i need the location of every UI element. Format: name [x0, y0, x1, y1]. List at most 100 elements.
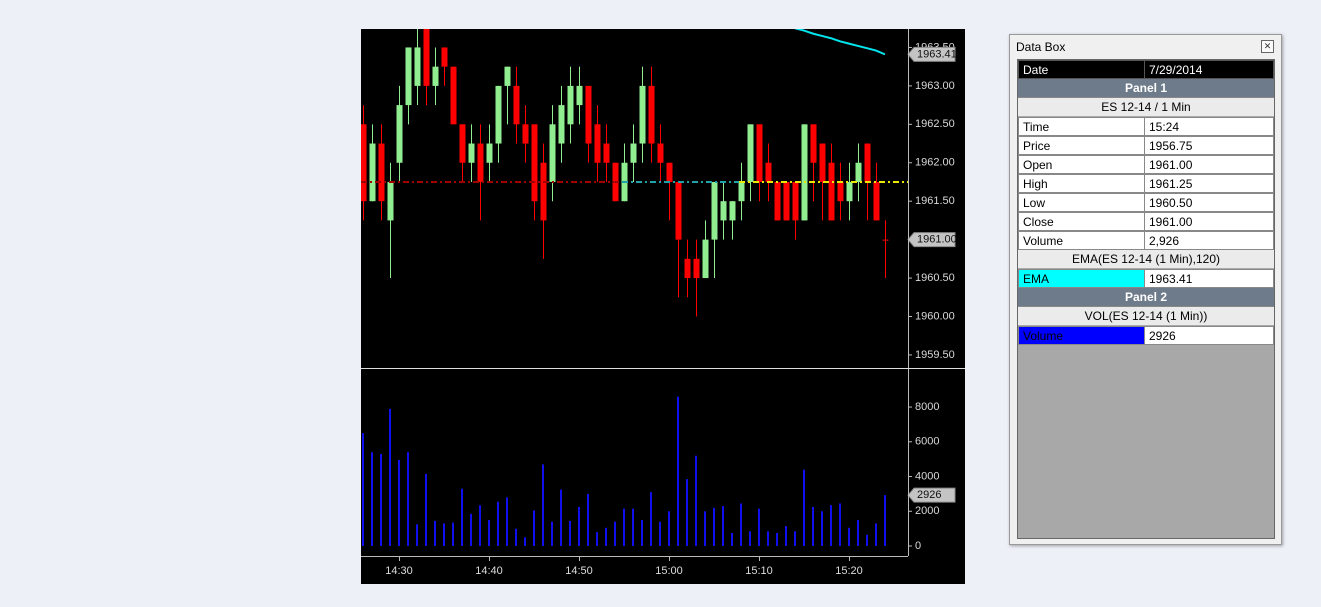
volume-bar [542, 464, 544, 547]
candle-body [648, 85, 655, 144]
field-name: Date [1018, 60, 1145, 79]
candle-body [747, 124, 754, 182]
panel-heading: Panel 2 [1018, 288, 1274, 307]
volume-bar [767, 531, 769, 547]
candle-body [567, 85, 574, 125]
panel-heading: Panel 1 [1018, 79, 1274, 98]
candle-body [657, 143, 664, 163]
candle-body [855, 162, 862, 182]
volume-bar [812, 506, 814, 547]
candle-body [423, 29, 430, 86]
x-tick-label: 15:10 [745, 565, 773, 577]
section-caption: ES 12-14 / 1 Min [1018, 98, 1274, 117]
candle-body [846, 181, 853, 202]
data-row: EMA 1963.41 [1018, 269, 1274, 288]
candle-body [459, 124, 466, 163]
volume-bar [704, 511, 706, 547]
volume-bar [587, 493, 589, 547]
candle-body [414, 47, 421, 86]
volume-bar [515, 528, 517, 547]
candle-body [819, 143, 826, 182]
volume-bar [875, 523, 877, 547]
volume-bar [596, 532, 598, 547]
field-name: High [1018, 174, 1145, 193]
volume-bar [677, 396, 679, 547]
volume-bar [650, 492, 652, 547]
candle-body [594, 124, 601, 163]
x-tick-label: 14:30 [385, 565, 413, 577]
field-name: EMA [1018, 269, 1145, 288]
data-row: Low 1960.50 [1018, 193, 1274, 212]
candle-body [756, 124, 763, 182]
field-name: Price [1018, 136, 1145, 155]
chart: 1959.50 1960.00 1960.50 1961.00 1961.50 1962.… [361, 29, 965, 584]
volume-bar [794, 531, 796, 547]
price-marker [907, 487, 956, 503]
candle-body [675, 181, 682, 240]
volume-bar [560, 489, 562, 547]
volume-bar [470, 513, 472, 547]
volume-bar [398, 460, 400, 547]
volume-bar [830, 505, 832, 547]
candle-body [666, 162, 673, 182]
data-row: Open 1961.00 [1018, 155, 1274, 174]
volume-bar [866, 534, 868, 547]
field-name: Volume [1018, 231, 1145, 250]
candle-body [765, 162, 772, 182]
volume-bar [695, 455, 697, 547]
volume-bar [713, 507, 715, 547]
volume-bar [659, 521, 661, 547]
candle-body [702, 239, 709, 279]
window-title: Data Box [1016, 40, 1066, 54]
data-row: Price 1956.75 [1018, 136, 1274, 155]
candle-body [720, 201, 727, 221]
volume-bar [443, 523, 445, 547]
volume-bar [803, 469, 805, 547]
candle-body [837, 181, 844, 202]
candle-body [531, 124, 538, 202]
y-tick-label: 1959.50 [915, 349, 955, 361]
candle-body [783, 181, 790, 221]
data-row: Close 1961.00 [1018, 212, 1274, 231]
volume-bar [839, 503, 841, 547]
candle-body [441, 47, 448, 67]
volume-bar [407, 452, 409, 547]
volume-bar [821, 511, 823, 547]
volume-bar [452, 522, 454, 547]
field-name: Close [1018, 212, 1145, 231]
volume-bar [722, 506, 724, 547]
candle-body [630, 143, 637, 163]
y-tick-label: 1962.00 [915, 157, 955, 169]
field-name: Volume [1018, 326, 1145, 345]
candle-body [585, 85, 592, 144]
data-grid: Date 7/29/2014 Panel 1 ES 12-14 / 1 Min Time… [1017, 59, 1275, 539]
section-caption: VOL(ES 12-14 (1 Min)) [1018, 307, 1274, 326]
volume-bar [632, 508, 634, 547]
section-caption: EMA(ES 12-14 (1 Min),120) [1018, 250, 1274, 269]
y-tick-label: 1960.50 [915, 272, 955, 284]
field-value: 1961.00 [1144, 155, 1274, 174]
candle-body [396, 105, 403, 163]
candle-body [468, 143, 475, 163]
volume-bar [668, 511, 670, 547]
candle-body [792, 181, 799, 221]
field-name: Time [1018, 117, 1145, 136]
candle-body [729, 201, 736, 221]
volume-bar [731, 532, 733, 547]
candle-body [684, 258, 691, 279]
volume-bar [362, 433, 364, 547]
volume-bar [686, 479, 688, 547]
volume-bar [389, 408, 391, 547]
volume-bar [497, 501, 499, 547]
data-row: Volume 2,926 [1018, 231, 1274, 250]
price-marker-label: 2926 [917, 489, 941, 501]
candle-body [558, 105, 565, 144]
data-box-window: Data Box ✕ Date 7/29/2014 Panel 1 ES 12-14 … [1009, 34, 1282, 545]
x-tick-label: 14:50 [565, 565, 593, 577]
close-button[interactable]: ✕ [1261, 40, 1274, 53]
volume-bar [488, 519, 490, 547]
field-name: Low [1018, 193, 1145, 212]
candle-body [450, 66, 457, 125]
field-value: 2,926 [1144, 231, 1274, 250]
